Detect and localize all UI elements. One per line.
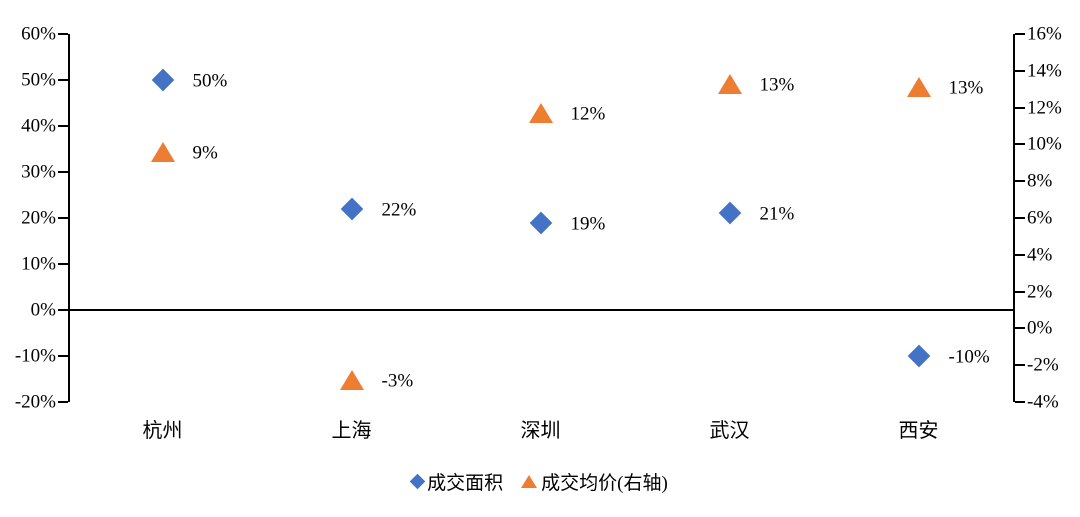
- left-axis-tick-label: 40%: [21, 115, 56, 137]
- right-axis-tick: [1015, 143, 1025, 146]
- left-axis-line: [68, 34, 70, 402]
- legend: 成交面积 成交均价(右轴): [0, 468, 1080, 495]
- right-axis-line: [1013, 34, 1015, 402]
- legend-item-area: 成交面积: [409, 468, 504, 495]
- triangle-marker-icon: [150, 141, 175, 162]
- left-axis-tick-label: 50%: [21, 69, 56, 91]
- data-point-label: 9%: [192, 142, 218, 164]
- category-label: 杭州: [142, 420, 183, 442]
- right-axis-tick-label: -4%: [1027, 391, 1059, 413]
- left-axis-tick-label: -10%: [14, 345, 56, 367]
- triangle-marker-icon: [528, 103, 553, 124]
- right-axis-tick-label: 8%: [1027, 170, 1053, 192]
- right-axis-tick: [1015, 33, 1025, 35]
- data-point-label: 19%: [570, 213, 606, 235]
- data-point-label: 50%: [192, 70, 228, 92]
- data-point-label: 21%: [759, 203, 795, 225]
- left-axis-tick: [58, 125, 68, 127]
- right-axis-tick-label: -2%: [1027, 354, 1059, 376]
- diamond-legend-icon: [409, 473, 426, 490]
- diamond-marker-icon: [151, 68, 174, 92]
- left-axis-tick-label: 10%: [21, 253, 56, 275]
- right-axis-tick-label: 16%: [1027, 23, 1062, 45]
- left-axis-tick-label: 0%: [30, 299, 56, 321]
- left-axis-tick: [58, 263, 68, 265]
- right-axis-tick: [1015, 106, 1025, 109]
- right-axis-tick: [1015, 69, 1025, 72]
- zero-line: [68, 309, 1015, 311]
- right-axis-tick-label: 14%: [1027, 60, 1062, 82]
- category-label: 深圳: [520, 420, 561, 442]
- category-label: 上海: [331, 420, 372, 442]
- data-point-label: 22%: [381, 199, 417, 221]
- category-label: 西安: [898, 420, 939, 442]
- diamond-marker-icon: [529, 211, 552, 234]
- right-axis-tick-label: 0%: [1027, 317, 1053, 339]
- left-axis-tick: [58, 171, 68, 173]
- left-axis-tick: [58, 401, 68, 403]
- left-axis-tick: [58, 217, 68, 219]
- left-axis-tick-label: 60%: [21, 23, 56, 45]
- right-axis-tick-label: 6%: [1027, 207, 1053, 229]
- left-axis-tick: [58, 309, 68, 311]
- legend-label-price: 成交均价(右轴): [541, 473, 668, 494]
- data-point-label: 13%: [759, 74, 795, 96]
- left-axis-tick: [58, 33, 68, 35]
- right-axis-tick-label: 2%: [1027, 281, 1053, 303]
- legend-item-price: 成交均价(右轴): [521, 468, 668, 495]
- triangle-legend-icon: [521, 475, 538, 488]
- data-point-label: 12%: [570, 103, 606, 125]
- right-axis-tick: [1015, 290, 1025, 293]
- right-axis-tick: [1015, 327, 1025, 330]
- triangle-marker-icon: [717, 73, 742, 94]
- right-axis-tick: [1015, 180, 1025, 183]
- diamond-marker-icon: [718, 202, 741, 225]
- data-point-label: 13%: [948, 77, 984, 99]
- left-axis-tick: [58, 79, 68, 81]
- triangle-marker-icon: [906, 77, 931, 98]
- left-axis-tick-label: -20%: [14, 391, 56, 413]
- left-axis-tick-label: 20%: [21, 207, 56, 229]
- triangle-marker-icon: [339, 369, 364, 390]
- category-label: 武汉: [709, 420, 750, 442]
- left-axis-tick-label: 30%: [21, 161, 56, 183]
- right-axis-tick: [1015, 253, 1025, 256]
- right-axis-tick: [1015, 364, 1025, 367]
- left-axis-tick: [58, 355, 68, 357]
- data-point-label: -3%: [381, 370, 414, 392]
- diamond-marker-icon: [340, 197, 363, 221]
- right-axis-tick-label: 4%: [1027, 244, 1053, 266]
- right-axis-tick: [1015, 217, 1025, 219]
- diamond-marker-icon: [907, 344, 930, 368]
- right-axis-tick-label: 10%: [1027, 133, 1062, 155]
- right-axis-tick-label: 12%: [1027, 97, 1062, 119]
- right-axis-tick: [1015, 401, 1025, 403]
- legend-label-area: 成交面积: [427, 473, 504, 494]
- data-point-label: -10%: [948, 346, 990, 368]
